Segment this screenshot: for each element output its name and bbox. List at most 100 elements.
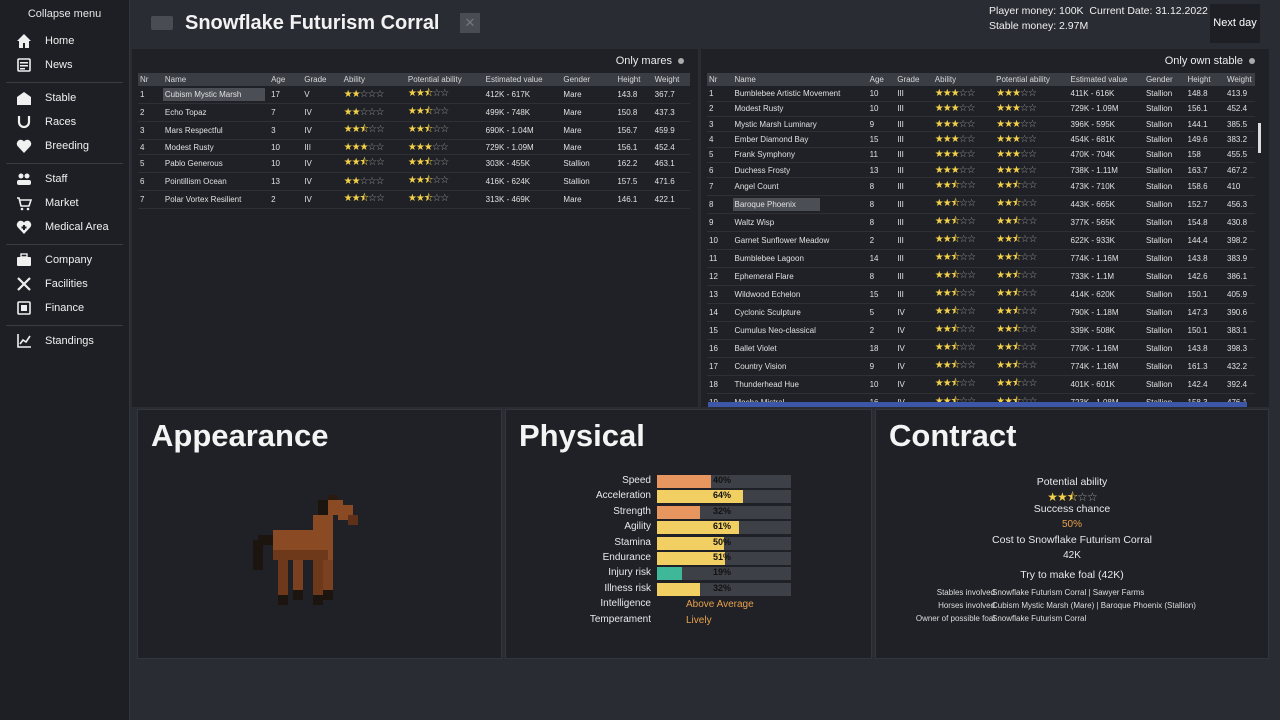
table-row[interactable]: 12 Ephemeral Flare 8 III ★★⯪☆☆ ★★⯪☆☆ 733K - 1.… <box>707 267 1255 287</box>
table-row[interactable]: 3 Mystic Marsh Luminary 9 III ★★★☆☆ ★★★☆☆ 396K… <box>707 116 1255 133</box>
own-stable-table: Nr Name Age Grade Ability Potential ability Es… <box>707 73 1255 407</box>
foal-owner-value: Snowflake Futurism Corral <box>992 614 1087 623</box>
table-row[interactable]: 7 Angel Count 8 III ★★⯪☆☆ ★★⯪☆☆ 473K - 710K Sta… <box>707 177 1255 197</box>
table-cell: 17 <box>269 86 303 104</box>
table-row[interactable]: 4 Modest Rusty 10 III ★★★☆☆ ★★★☆☆ 729K - 1.09M… <box>138 139 690 156</box>
toggle-dot-icon[interactable] <box>678 58 684 64</box>
column-header[interactable]: Ability <box>341 73 406 86</box>
table-cell: 144.1 <box>1185 116 1226 133</box>
table-cell: 10 <box>867 101 896 118</box>
next-day-button[interactable]: Next day <box>1210 4 1260 43</box>
table-cell: IV <box>302 154 342 174</box>
table-row[interactable]: 4 Ember Diamond Bay 15 III ★★★☆☆ ★★★☆☆ 454K - … <box>707 131 1255 148</box>
table-row[interactable]: 5 Pablo Generous 10 IV ★★⯪☆☆ ★★⯪☆☆ 303K - 455K… <box>138 154 690 174</box>
table-cell: Pointillism Ocean <box>162 172 270 192</box>
only-mares-toggle[interactable]: Only mares <box>616 55 684 67</box>
column-header[interactable]: Grade <box>302 73 342 86</box>
column-header[interactable]: Height <box>615 73 653 86</box>
ability-stars: ★★⯪☆☆ <box>932 267 995 287</box>
potential-stars: ★★★☆☆ <box>994 86 1069 102</box>
column-header[interactable]: Gender <box>1143 73 1186 86</box>
table-cell: 2 <box>138 103 163 122</box>
toggle-dot-icon[interactable] <box>1249 58 1255 64</box>
column-header[interactable]: Potential ability <box>994 73 1069 86</box>
table-row[interactable]: 13 Wildwood Echelon 15 III ★★⯪☆☆ ★★⯪☆☆ 414K - … <box>707 285 1255 305</box>
table-row[interactable]: 1 Bumblebee Artistic Movement 10 III ★★★☆☆ ★★… <box>707 86 1255 102</box>
table-row[interactable]: 9 Waltz Wisp 8 III ★★⯪☆☆ ★★⯪☆☆ 377K - 565K Stal… <box>707 213 1255 233</box>
close-icon[interactable]: ✕ <box>460 13 480 33</box>
column-header[interactable]: Potential ability <box>405 73 484 86</box>
table-row[interactable]: 6 Pointillism Ocean 13 IV ★★☆☆☆ ★★⯪☆☆ 416K - 6… <box>138 172 690 192</box>
table-cell: 150.1 <box>1185 321 1226 341</box>
table-cell: 437.3 <box>652 103 690 122</box>
table-row[interactable]: 7 Polar Vortex Resilient 2 IV ★★⯪☆☆ ★★⯪☆☆ 313K… <box>138 190 690 210</box>
column-header[interactable]: Height <box>1185 73 1226 86</box>
sidebar-item-finance[interactable]: Finance <box>6 296 123 320</box>
table-row[interactable]: 2 Echo Topaz 7 IV ★★☆☆☆ ★★⯪☆☆ 499K - 748K Mare 1… <box>138 103 690 122</box>
column-header[interactable]: Weight <box>1225 73 1255 86</box>
column-header[interactable]: Weight <box>652 73 690 86</box>
table-row[interactable]: 1 Cubism Mystic Marsh 17 V ★★☆☆☆ ★★⯪☆☆ 412K - … <box>138 86 690 104</box>
table-row[interactable]: 15 Cumulus Neo-classical 2 IV ★★⯪☆☆ ★★⯪☆☆ 339K… <box>707 321 1255 341</box>
horizontal-scrollbar[interactable] <box>708 402 1247 407</box>
column-header[interactable]: Nr <box>707 73 733 86</box>
table-cell: IV <box>895 321 933 341</box>
table-row[interactable]: 11 Bumblebee Lagoon 14 III ★★⯪☆☆ ★★⯪☆☆ 774K - … <box>707 249 1255 269</box>
table-row[interactable]: 8 Baroque Phoenix 8 III ★★⯪☆☆ ★★⯪☆☆ 443K - 665… <box>707 195 1255 215</box>
table-cell: Stallion <box>1143 213 1186 233</box>
table-cell: Ballet Violet <box>732 339 868 359</box>
sidebar-item-company[interactable]: Company <box>6 248 123 272</box>
table-cell: Modest Rusty <box>162 139 270 156</box>
table-cell: 430.8 <box>1225 213 1255 233</box>
column-header[interactable]: Gender <box>561 73 616 86</box>
table-row[interactable]: 5 Frank Symphony 11 III ★★★☆☆ ★★★☆☆ 470K - 704… <box>707 147 1255 163</box>
table-cell: 154.8 <box>1185 213 1226 233</box>
ability-stars: ★★⯪☆☆ <box>932 249 995 269</box>
sidebar-item-label: Finance <box>45 302 85 314</box>
table-cell: III <box>895 249 933 269</box>
table-row[interactable]: 2 Modest Rusty 10 III ★★★☆☆ ★★★☆☆ 729K - 1.09M… <box>707 101 1255 118</box>
sidebar-item-standings[interactable]: Standings <box>6 329 123 353</box>
ability-stars: ★★★☆☆ <box>932 162 995 179</box>
column-header[interactable]: Grade <box>895 73 933 86</box>
sidebar-item-facilities[interactable]: Facilities <box>6 272 123 296</box>
contract-panel: Contract Potential ability ★★⯪☆☆ Success… <box>875 409 1269 659</box>
table-cell: 13 <box>269 172 303 192</box>
column-header[interactable]: Name <box>732 73 868 86</box>
table-row[interactable]: 17 Country Vision 9 IV ★★⯪☆☆ ★★⯪☆☆ 774K - 1.16… <box>707 357 1255 377</box>
table-cell: 144.4 <box>1185 231 1226 251</box>
column-header[interactable]: Nr <box>138 73 163 86</box>
column-header[interactable]: Estimated value <box>483 73 562 86</box>
make-foal-button[interactable]: Try to make foal (42K) <box>1020 569 1124 581</box>
column-header[interactable]: Name <box>162 73 270 86</box>
stat-value: 64% <box>713 490 732 501</box>
column-header[interactable]: Estimated value <box>1068 73 1144 86</box>
table-row[interactable]: 3 Mars Respectful 3 IV ★★⯪☆☆ ★★⯪☆☆ 690K - 1.04… <box>138 121 690 140</box>
table-cell: 774K - 1.16M <box>1068 357 1144 377</box>
success-chance-value: 50% <box>1061 519 1082 530</box>
sidebar-item-stable[interactable]: Stable <box>6 86 123 110</box>
only-own-stable-toggle[interactable]: Only own stable <box>1165 55 1255 67</box>
potential-stars: ★★⯪☆☆ <box>405 190 484 210</box>
sidebar-item-staff[interactable]: Staff <box>6 167 123 191</box>
table-row[interactable]: 16 Ballet Violet 18 IV ★★⯪☆☆ ★★⯪☆☆ 770K - 1.16… <box>707 339 1255 359</box>
back-button[interactable] <box>151 16 173 30</box>
sidebar-item-news[interactable]: News <box>6 53 123 77</box>
sidebar-item-market[interactable]: Market <box>6 191 123 215</box>
vertical-scrollbar[interactable] <box>1258 123 1261 153</box>
table-row[interactable]: 18 Thunderhead Hue 10 IV ★★⯪☆☆ ★★⯪☆☆ 401K - 60… <box>707 375 1255 395</box>
physical-title: Physical <box>519 418 645 453</box>
sidebar-item-medical-area[interactable]: Medical Area <box>6 215 123 239</box>
table-row[interactable]: 10 Garnet Sunflower Meadow 2 III ★★⯪☆☆ ★★⯪☆☆ 6… <box>707 231 1255 251</box>
column-header[interactable]: Age <box>269 73 303 86</box>
sidebar-item-races[interactable]: Races <box>6 110 123 134</box>
sidebar-item-home[interactable]: Home <box>6 29 123 53</box>
collapse-menu-button[interactable]: Collapse menu <box>27 8 102 20</box>
column-header[interactable]: Age <box>867 73 896 86</box>
table-cell: IV <box>302 121 342 140</box>
column-header[interactable]: Ability <box>932 73 995 86</box>
table-row[interactable]: 6 Duchess Frosty 13 III ★★★☆☆ ★★★☆☆ 738K - 1.1… <box>707 162 1255 179</box>
sidebar-item-breeding[interactable]: Breeding <box>6 134 123 158</box>
table-cell: 15 <box>867 131 896 148</box>
table-row[interactable]: 14 Cyclonic Sculpture 5 IV ★★⯪☆☆ ★★⯪☆☆ 790K - … <box>707 303 1255 323</box>
